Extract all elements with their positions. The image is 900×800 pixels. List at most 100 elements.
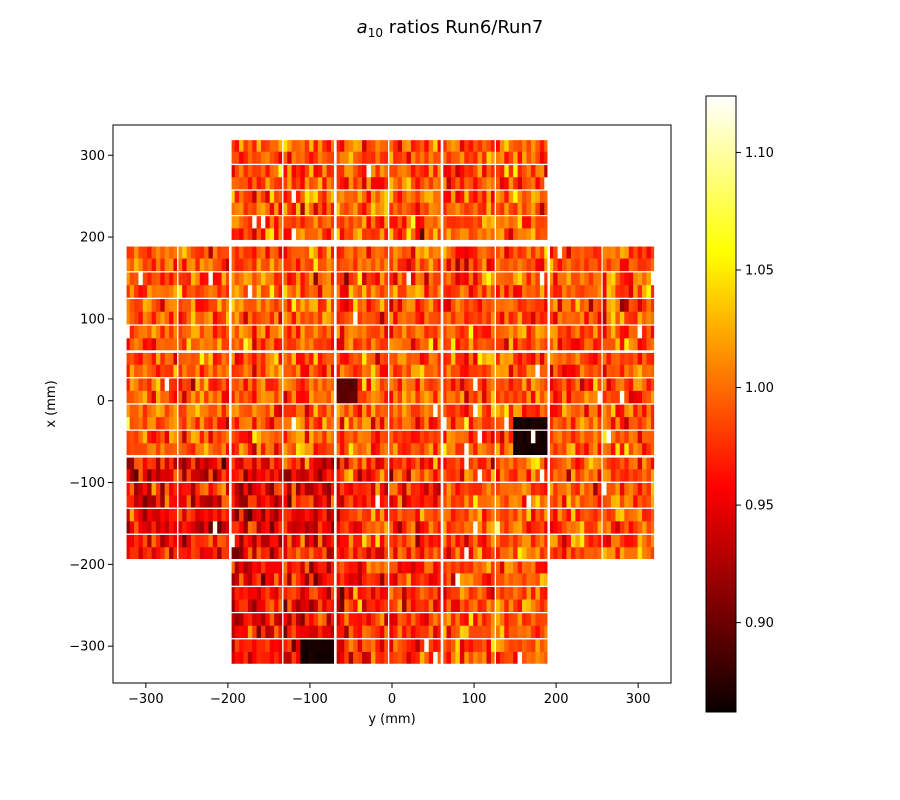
heatmap-cell — [468, 599, 474, 613]
heatmap-cell — [313, 417, 319, 431]
heatmap-cell — [450, 443, 456, 457]
heatmap-cell — [539, 271, 545, 286]
heatmap-cell — [195, 495, 201, 509]
heatmap-cell — [397, 573, 403, 587]
heatmap-cell — [584, 508, 590, 522]
heatmap-cell — [362, 325, 367, 339]
heatmap-cell — [182, 351, 187, 366]
heatmap-cell — [548, 443, 554, 457]
heatmap-cell — [291, 534, 297, 548]
heatmap-cell — [300, 495, 306, 509]
heatmap-cell — [495, 469, 501, 483]
heatmap-cell — [539, 202, 545, 216]
heatmap-cell — [265, 599, 271, 613]
heatmap-cell — [195, 404, 201, 418]
heatmap-cell — [230, 456, 236, 470]
heatmap-cell — [602, 258, 607, 273]
heatmap-cell — [309, 586, 314, 600]
heatmap-cell — [278, 625, 284, 640]
heatmap-cell — [406, 508, 412, 522]
heatmap-cell — [610, 245, 616, 259]
heatmap-cell — [291, 456, 297, 470]
heatmap-cell — [331, 285, 336, 299]
heatmap-cell — [606, 508, 612, 522]
heatmap-cell — [406, 351, 412, 366]
heatmap-cell — [579, 351, 585, 366]
heatmap-cell — [313, 586, 319, 600]
heatmap-cell — [544, 202, 550, 216]
heatmap-cell — [379, 508, 385, 522]
heatmap-cell — [134, 285, 139, 299]
heatmap-cell — [628, 325, 634, 339]
heatmap-cell — [602, 271, 607, 286]
heatmap-cell — [424, 560, 430, 574]
heatmap-cell — [535, 469, 541, 483]
heatmap-cell — [287, 190, 292, 204]
heatmap-cell — [415, 521, 421, 535]
heatmap-cell — [588, 404, 594, 418]
heatmap-cell — [490, 443, 496, 457]
heatmap-cell — [464, 482, 470, 496]
heatmap-cell — [406, 651, 412, 666]
heatmap-cell — [344, 573, 350, 587]
heatmap-cell — [247, 351, 253, 366]
heatmap-cell — [433, 285, 438, 299]
heatmap-cell — [291, 351, 297, 366]
heatmap-cell — [584, 364, 590, 379]
heatmap-cell — [234, 215, 240, 229]
heatmap-cell — [522, 271, 527, 286]
heatmap-cell — [348, 534, 354, 548]
heatmap-cell — [269, 417, 275, 431]
heatmap-cell — [602, 351, 607, 366]
heatmap-cell — [588, 377, 594, 392]
heatmap-cell — [482, 164, 487, 178]
heatmap-cell — [151, 298, 157, 313]
y-tick-label: −200 — [69, 558, 105, 573]
heatmap-cell — [588, 311, 594, 326]
heatmap-cell — [562, 547, 567, 561]
heatmap-cell — [309, 190, 314, 204]
heatmap-cell — [410, 625, 416, 640]
heatmap-cell — [230, 469, 236, 483]
heatmap-cell — [300, 404, 306, 418]
heatmap-cell — [151, 351, 157, 366]
heatmap-cell — [335, 177, 341, 191]
heatmap-cell — [499, 258, 505, 273]
heatmap-cell — [539, 469, 545, 483]
heatmap-cell — [570, 521, 576, 535]
heatmap-cell — [366, 443, 372, 457]
detector-module — [440, 137, 550, 243]
heatmap-cell — [313, 377, 319, 392]
heatmap-cell — [269, 482, 275, 496]
heatmap-cell — [265, 586, 271, 600]
heatmap-cell — [419, 390, 425, 405]
heatmap-cell — [446, 298, 452, 313]
heatmap-cell — [490, 404, 496, 418]
heatmap-cell — [384, 202, 390, 216]
heatmap-cell — [522, 521, 527, 535]
heatmap-cell — [415, 586, 421, 600]
x-tick-label: −200 — [210, 692, 246, 707]
heatmap-cell — [362, 482, 367, 496]
heatmap-cell — [424, 625, 430, 640]
heatmap-cell — [287, 258, 292, 273]
heatmap-cell — [433, 404, 438, 418]
heatmap-cell — [406, 599, 412, 613]
heatmap-cell — [190, 325, 196, 339]
heatmap-cell — [208, 364, 214, 379]
heatmap-cell — [477, 417, 483, 431]
heatmap-cell — [446, 177, 452, 191]
heatmap-cell — [575, 404, 581, 418]
heatmap-cell — [339, 612, 345, 627]
heatmap-cell — [357, 599, 363, 613]
heatmap-cell — [384, 271, 390, 286]
heatmap-cell — [406, 164, 412, 178]
heatmap-cell — [415, 151, 421, 165]
heatmap-cell — [204, 456, 209, 470]
heatmap-cell — [513, 311, 518, 326]
heatmap-cell — [239, 202, 244, 216]
heatmap-cell — [548, 508, 554, 522]
heatmap-cell — [230, 285, 236, 299]
heatmap-cell — [190, 258, 196, 273]
heatmap-cell — [579, 456, 585, 470]
